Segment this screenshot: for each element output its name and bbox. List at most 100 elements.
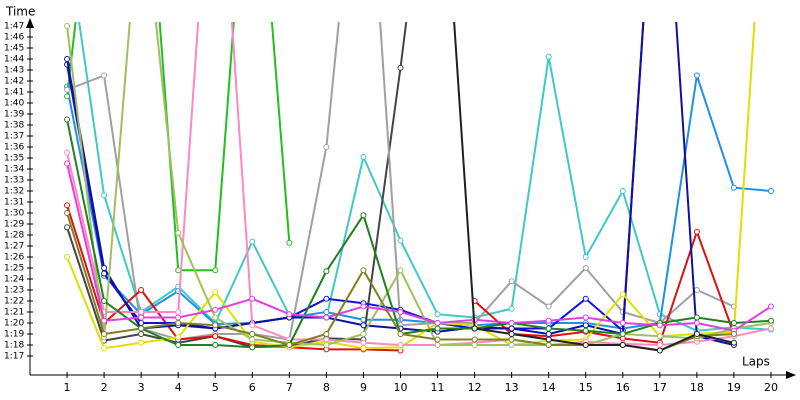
point [64,56,71,62]
point [175,334,182,341]
y-tick-label: 1:23 [4,286,24,296]
point [212,333,219,340]
point [767,325,774,332]
y-tick-label: 1:28 [4,231,24,241]
point [101,331,108,337]
point [397,64,404,71]
point [767,317,774,324]
x-tick-label: 2 [101,381,108,394]
point [323,144,330,150]
point [508,278,515,285]
y-tick-label: 1:46 [4,33,24,43]
y-tick-label: 1:39 [4,110,24,120]
point [323,309,330,315]
point [138,309,145,315]
point [545,325,552,332]
x-tick-label: 14 [542,381,556,394]
point [656,333,663,340]
point [212,342,219,348]
point [471,342,478,348]
point [545,331,552,337]
y-tick-label: 1:17 [4,352,24,362]
y-tick-label: 1:18 [4,341,24,351]
point [582,254,589,260]
point [545,342,552,348]
x-tick-label: 13 [505,381,519,394]
point [323,336,330,343]
point [64,116,71,123]
point [693,287,700,293]
point [64,202,71,209]
point [138,339,145,346]
point [730,339,737,346]
point [64,254,71,260]
point [619,331,626,337]
point [545,53,552,60]
point [249,344,256,351]
point [360,331,367,337]
point [138,325,145,332]
point [693,228,700,235]
y-tick-label: 1:36 [4,143,24,153]
point [434,311,441,318]
point [397,331,404,337]
point [249,331,256,337]
x-tick-label: 7 [286,381,293,394]
x-tick-label: 6 [249,381,256,394]
x-axis-label: Laps [742,355,770,369]
y-tick-label: 1:20 [4,319,24,329]
point [434,336,441,343]
y-tick-label: 1:45 [4,44,24,54]
point [545,317,552,324]
y-tick-label: 1:44 [4,55,24,65]
x-tick-label: 5 [212,381,219,394]
x-tick-label: 9 [360,381,367,394]
series-line [66,22,772,347]
y-tick-label: 1:30 [4,209,24,219]
point [249,322,256,329]
point [64,86,71,93]
point [767,188,774,194]
point [323,268,330,275]
point [619,291,626,298]
point [286,342,293,348]
point [175,342,182,348]
point [64,210,71,216]
point [545,303,552,310]
point [323,331,330,337]
point [286,239,293,246]
point [360,345,367,352]
y-tick-label: 1:26 [4,253,24,263]
point [397,342,404,348]
point [656,347,663,354]
point [249,295,256,302]
point [582,342,589,348]
point [508,342,515,348]
point [212,306,219,313]
point [360,339,367,346]
point [434,342,441,348]
point [212,322,219,329]
y-axis-label: Time [5,5,35,19]
point [656,322,663,329]
y-tick-label: 1:32 [4,187,24,197]
point [138,314,145,321]
point [397,237,404,244]
point [656,342,663,348]
y-tick-label: 1:29 [4,220,24,230]
point [693,320,700,326]
point [360,212,367,219]
point [360,267,367,274]
x-tick-label: 19 [727,381,741,394]
point [323,314,330,321]
y-tick-label: 1:21 [4,308,24,318]
y-tick-label: 1:37 [4,132,24,142]
x-tick-label: 10 [393,381,407,394]
point [730,320,737,326]
point [545,336,552,343]
x-tick-label: 20 [764,381,778,394]
point [175,267,182,274]
point [323,342,330,348]
x-tick-label: 18 [690,381,704,394]
x-tick-label: 12 [468,381,482,394]
